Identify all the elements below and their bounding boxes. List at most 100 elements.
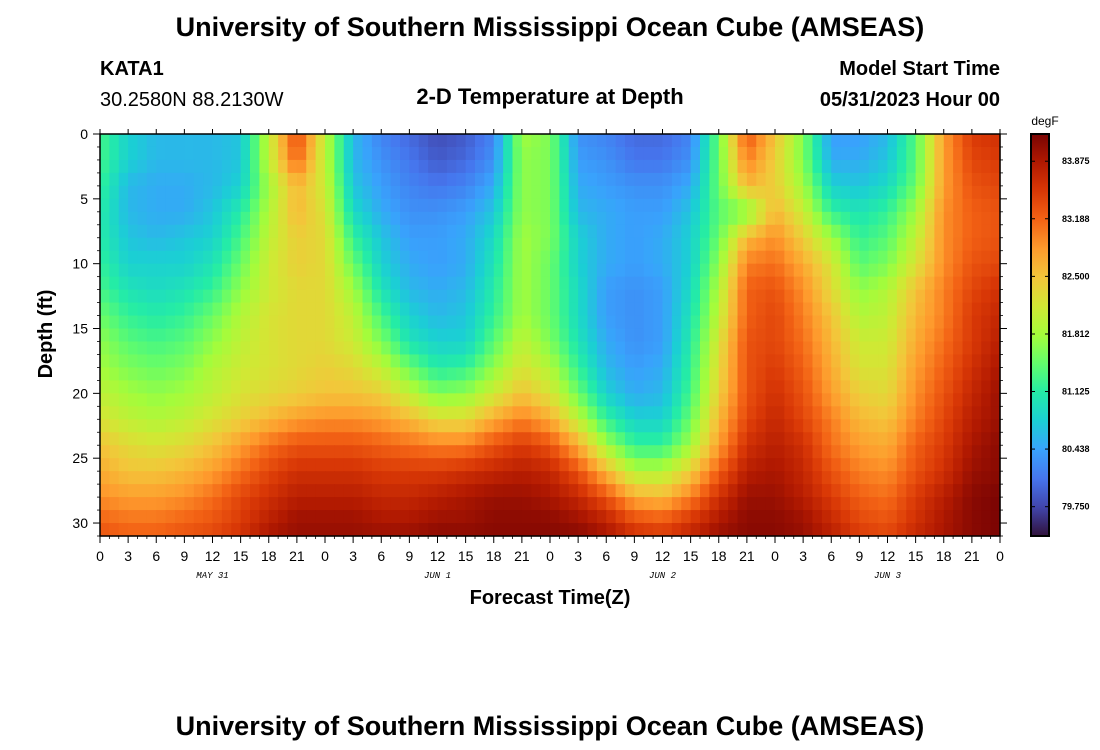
- heatmap-cell: [728, 510, 739, 524]
- heatmap-cell: [456, 224, 467, 239]
- heatmap-cell: [728, 172, 739, 187]
- heatmap-cell: [100, 367, 110, 381]
- heatmap-cell: [512, 341, 523, 356]
- heatmap-cell: [156, 185, 167, 200]
- heatmap-cell: [662, 458, 673, 472]
- heatmap-cell: [118, 380, 129, 394]
- heatmap-cell: [428, 523, 439, 537]
- heatmap-cell: [325, 134, 335, 148]
- heatmap-cell: [746, 484, 757, 498]
- heatmap-cell: [728, 263, 739, 278]
- heatmap-cell: [371, 263, 382, 278]
- heatmap-cell: [540, 237, 551, 252]
- heatmap-cell: [700, 263, 710, 278]
- heatmap-cell: [278, 328, 289, 343]
- heatmap-cell: [878, 380, 889, 394]
- heatmap-cell: [934, 159, 945, 174]
- heatmap-cell: [915, 237, 926, 252]
- heatmap-cell: [718, 341, 729, 356]
- heatmap-cell: [240, 172, 251, 187]
- heatmap-cell: [868, 211, 879, 226]
- heatmap-cell: [596, 172, 607, 187]
- heatmap-cell: [231, 354, 242, 369]
- heatmap-cell: [456, 497, 467, 511]
- heatmap-cell: [343, 185, 354, 200]
- heatmap-cell: [128, 185, 139, 200]
- heatmap-cell: [765, 146, 776, 161]
- heatmap-cell: [906, 185, 917, 200]
- heatmap-cell: [475, 445, 485, 459]
- heatmap-cell: [475, 237, 485, 252]
- heatmap-cell: [568, 523, 579, 537]
- heatmap-cell: [793, 198, 804, 213]
- heatmap-cell: [175, 302, 185, 317]
- heatmap-cell: [700, 484, 710, 498]
- heatmap-cell: [981, 237, 992, 252]
- heatmap-cell: [306, 159, 317, 174]
- heatmap-cell: [765, 523, 776, 537]
- heatmap-cell: [521, 263, 532, 278]
- heatmap-cell: [831, 250, 842, 265]
- heatmap-cell: [231, 380, 242, 394]
- heatmap-cell: [981, 263, 992, 278]
- heatmap-cell: [484, 432, 495, 446]
- heatmap-cell: [531, 419, 542, 433]
- heatmap-cell: [643, 198, 654, 213]
- heatmap-cell: [915, 328, 926, 343]
- heatmap-cell: [240, 497, 251, 511]
- heatmap-cell: [812, 224, 823, 239]
- heatmap-cell: [428, 510, 439, 524]
- heatmap-cell: [325, 458, 335, 472]
- heatmap-cell: [315, 497, 326, 511]
- heatmap-cell: [662, 159, 673, 174]
- heatmap-cell: [840, 172, 851, 187]
- heatmap-cell: [615, 172, 626, 187]
- heatmap-cell: [690, 289, 701, 304]
- heatmap-cell: [775, 484, 785, 498]
- heatmap-cell: [915, 250, 926, 265]
- heatmap-cell: [456, 134, 467, 148]
- heatmap-cell: [700, 393, 710, 407]
- heatmap-cell: [334, 224, 345, 239]
- heatmap-cell: [203, 237, 214, 252]
- heatmap-cell: [868, 341, 879, 356]
- heatmap-cell: [568, 510, 579, 524]
- heatmap-cell: [728, 198, 739, 213]
- heatmap-cell: [203, 484, 214, 498]
- heatmap-cell: [484, 198, 495, 213]
- heatmap-cell: [943, 328, 954, 343]
- heatmap-cell: [428, 224, 439, 239]
- heatmap-cell: [925, 289, 935, 304]
- heatmap-cell: [315, 328, 326, 343]
- heatmap-cell: [943, 510, 954, 524]
- heatmap-cell: [146, 523, 157, 537]
- heatmap-cell: [446, 224, 457, 239]
- heatmap-cell: [587, 419, 598, 433]
- heatmap-cell: [681, 198, 692, 213]
- heatmap-cell: [718, 134, 729, 148]
- heatmap-cell: [681, 159, 692, 174]
- heatmap-cell: [971, 276, 982, 291]
- heatmap-cell: [990, 445, 1001, 459]
- heatmap-cell: [850, 237, 860, 252]
- heatmap-cell: [540, 328, 551, 343]
- heatmap-cell: [718, 263, 729, 278]
- heatmap-cell: [709, 276, 720, 291]
- heatmap-cell: [512, 172, 523, 187]
- heatmap-cell: [803, 146, 814, 161]
- heatmap-cell: [925, 471, 935, 485]
- heatmap-cell: [118, 315, 129, 330]
- heatmap-cell: [512, 471, 523, 485]
- heatmap-cell: [353, 510, 364, 524]
- heatmap-cell: [278, 263, 289, 278]
- heatmap-cell: [521, 406, 532, 420]
- heatmap-cell: [953, 367, 964, 381]
- y-tick-label: 15: [72, 321, 88, 337]
- heatmap-cell: [296, 159, 307, 174]
- heatmap-cell: [559, 510, 570, 524]
- heatmap-cell: [606, 406, 617, 420]
- heatmap-cell: [512, 159, 523, 174]
- heatmap-cell: [400, 263, 410, 278]
- heatmap-cell: [859, 315, 870, 330]
- heatmap-cell: [878, 276, 889, 291]
